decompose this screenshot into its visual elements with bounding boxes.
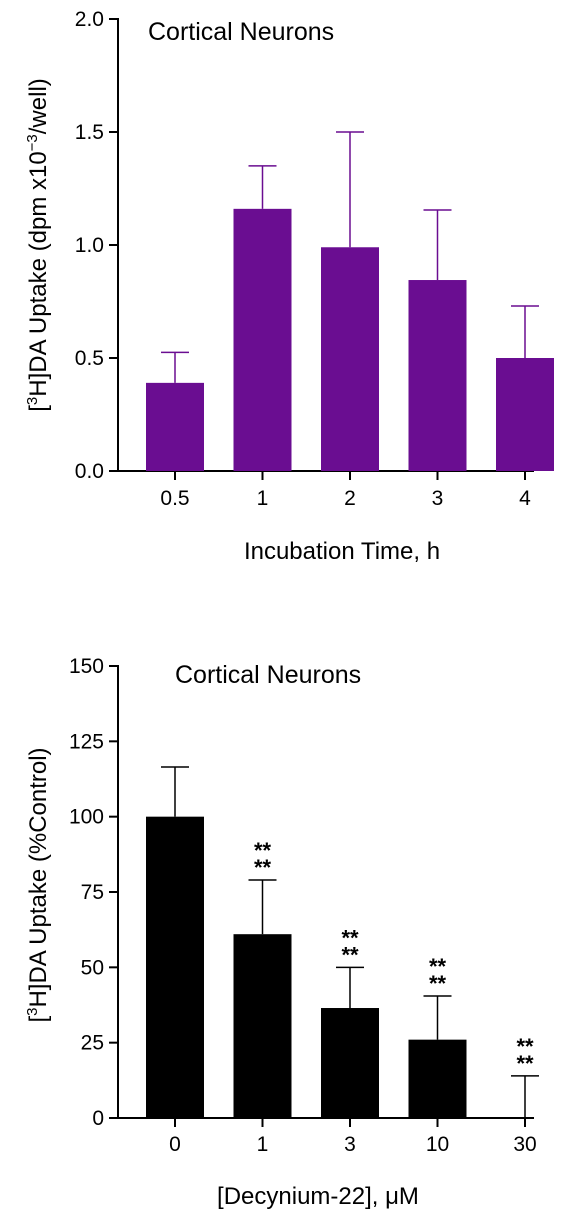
chart-1-x-tick-label: 1 (257, 487, 269, 510)
chart-1-x-tick-label: 0.5 (160, 487, 189, 510)
chart-2-y-tick-label: 75 (81, 881, 104, 904)
chart-2-title: Cortical Neurons (175, 661, 361, 689)
chart-2-x-tick-label: 0 (169, 1133, 181, 1156)
chart-panel-2: Cortical Neurons [3H]DA Uptake (%Control… (24, 655, 539, 1210)
chart-2-bar (233, 934, 292, 1118)
chart-1-y-tick-label: 1.5 (75, 121, 104, 144)
chart-2-significance-label: ** (254, 855, 272, 880)
chart-1-x-axis-label: Incubation Time, h (244, 538, 440, 565)
chart-2-x-tick-label: 1 (257, 1133, 269, 1156)
chart-2-y-tick-label: 100 (69, 806, 104, 829)
chart-2-y-tick-label: 25 (81, 1032, 104, 1055)
chart-1-plot: 0.0 0.5 1.0 1.5 2.0 0.5 1 2 3 4 (75, 8, 554, 510)
chart-2-significance-label: ** (429, 971, 447, 996)
chart-1-bar (146, 382, 204, 471)
chart-1-y-tick-label: 0.0 (75, 460, 104, 483)
chart-1-x-tick-label: 3 (432, 487, 444, 510)
chart-1-x-tick-label: 4 (519, 487, 531, 510)
chart-1-y-tick-label: 1.0 (75, 234, 104, 257)
chart-2-y-tick-label: 50 (81, 956, 104, 979)
chart-panel-1: Cortical Neurons [3H]DA Uptake (dpm x10−… (24, 8, 554, 565)
chart-2-y-tick-label: 150 (69, 655, 104, 678)
chart-1-y-tick-label: 2.0 (75, 8, 104, 31)
chart-2-x-tick-label: 30 (513, 1133, 536, 1156)
chart-2-significance-label: ** (341, 942, 359, 967)
chart-2-y-axis-label: [3H]DA Uptake (%Control) (24, 747, 52, 1022)
chart-2-significance-label: ** (254, 838, 272, 863)
chart-2-bar (146, 816, 204, 1118)
chart-1-bar (496, 358, 554, 471)
chart-1-x-tick-label: 2 (344, 487, 356, 510)
chart-2-x-axis-label: [Decynium-22], μM (217, 1183, 419, 1210)
chart-2-significance-label: ** (516, 1034, 534, 1059)
chart-2-y-tick-label: 0 (92, 1107, 104, 1130)
chart-2-significance-label: ** (516, 1051, 534, 1076)
chart-1-bar (321, 247, 379, 471)
chart-1-bar (233, 208, 292, 471)
chart-1-title: Cortical Neurons (148, 18, 334, 46)
chart-2-bar (408, 1039, 467, 1118)
chart-2-bar (321, 1008, 379, 1118)
chart-1-bar (408, 280, 467, 471)
chart-2-y-tick-label: 125 (69, 730, 104, 753)
chart-2-significance-label: ** (341, 925, 359, 950)
chart-2-x-tick-label: 10 (426, 1133, 449, 1156)
chart-1-y-axis-label: [3H]DA Uptake (dpm x10−3/well) (24, 78, 52, 412)
chart-2-x-tick-label: 3 (344, 1133, 356, 1156)
chart-1-y-tick-label: 0.5 (75, 347, 104, 370)
chart-2-significance-label: ** (429, 954, 447, 979)
